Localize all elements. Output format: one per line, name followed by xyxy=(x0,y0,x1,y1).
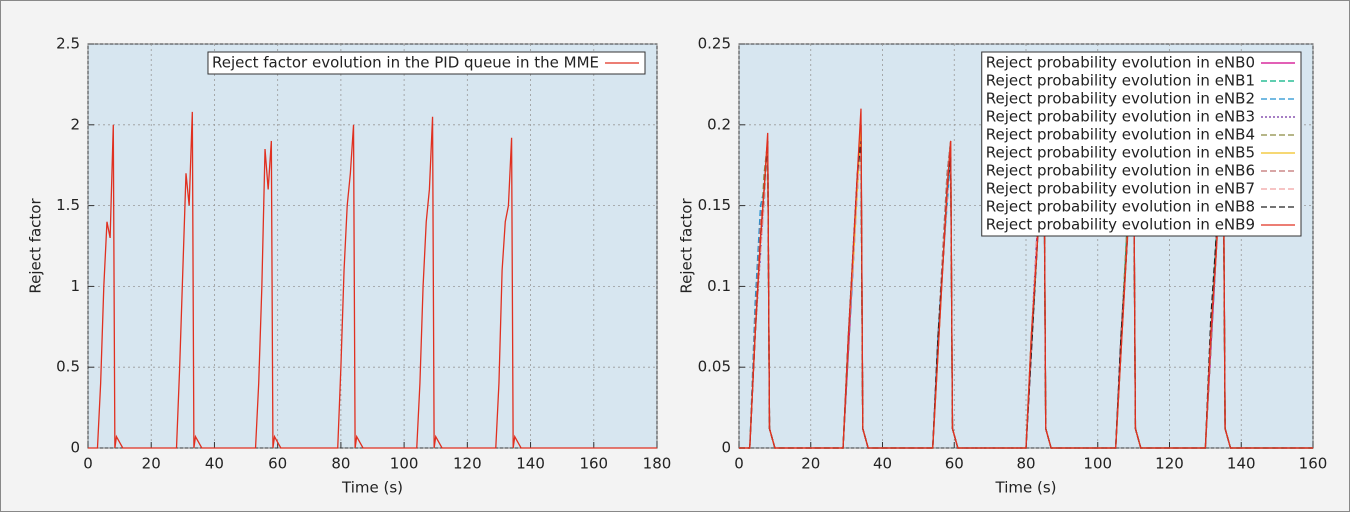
legend-label: Reject probability evolution in eNB9 xyxy=(986,216,1255,234)
y-tick-label: 0.25 xyxy=(698,35,731,53)
x-tick-label: 0 xyxy=(83,455,93,473)
y-tick-label: 0.1 xyxy=(707,277,731,295)
x-tick-label: 80 xyxy=(1016,455,1035,473)
x-tick-label: 80 xyxy=(331,455,350,473)
y-axis-label: Reject factor xyxy=(678,198,696,294)
x-tick-label: 40 xyxy=(205,455,224,473)
legend-label: Reject probability evolution in eNB5 xyxy=(986,144,1255,162)
x-tick-label: 60 xyxy=(945,455,964,473)
legend-label: Reject factor evolution in the PID queue… xyxy=(212,54,599,72)
x-axis-label: Time (s) xyxy=(341,479,403,497)
data-line xyxy=(739,108,1313,449)
y-axis-label: Reject factor xyxy=(27,198,45,294)
x-tick-label: 160 xyxy=(1299,455,1328,473)
x-tick-label: 100 xyxy=(1083,455,1112,473)
x-tick-label: 140 xyxy=(1227,455,1256,473)
x-tick-label: 20 xyxy=(801,455,820,473)
legend-label: Reject probability evolution in eNB4 xyxy=(986,126,1255,144)
legend-box xyxy=(981,51,1302,237)
y-tick-label: 1 xyxy=(70,277,80,295)
legend-label: Reject probability evolution in eNB0 xyxy=(986,54,1255,72)
legend-label: Reject probability evolution in eNB8 xyxy=(986,198,1255,216)
x-tick-label: 100 xyxy=(390,455,419,473)
legend-label: Reject probability evolution in eNB6 xyxy=(986,162,1255,180)
x-axis-label: Time (s) xyxy=(995,479,1057,497)
y-tick-label: 0.05 xyxy=(698,358,731,376)
x-tick-label: 60 xyxy=(268,455,287,473)
y-tick-label: 0 xyxy=(721,439,731,457)
y-tick-label: 1.5 xyxy=(56,196,80,214)
legend: Reject factor evolution in the PID queue… xyxy=(207,51,646,75)
x-tick-label: 20 xyxy=(142,455,161,473)
legend-label: Reject probability evolution in eNB2 xyxy=(986,90,1255,108)
y-tick-label: 0.5 xyxy=(56,358,80,376)
y-tick-label: 2.5 xyxy=(56,35,80,53)
y-tick-label: 0 xyxy=(70,439,80,457)
y-tick-label: 0.15 xyxy=(698,196,731,214)
plot-area xyxy=(87,43,658,449)
x-tick-label: 160 xyxy=(579,455,608,473)
x-tick-label: 120 xyxy=(453,455,482,473)
x-tick-label: 180 xyxy=(643,455,672,473)
legend: Reject probability evolution in eNB0Reje… xyxy=(981,51,1302,237)
legend-box xyxy=(207,51,646,75)
legend-label: Reject probability evolution in eNB1 xyxy=(986,72,1255,90)
y-tick-label: 2 xyxy=(70,115,80,133)
x-tick-label: 40 xyxy=(873,455,892,473)
x-tick-label: 0 xyxy=(734,455,744,473)
legend-label: Reject probability evolution in eNB3 xyxy=(986,108,1255,126)
x-tick-label: 140 xyxy=(516,455,545,473)
y-tick-label: 0.2 xyxy=(707,115,731,133)
data-line xyxy=(88,111,657,449)
x-tick-label: 120 xyxy=(1155,455,1184,473)
legend-label: Reject probability evolution in eNB7 xyxy=(986,180,1255,198)
